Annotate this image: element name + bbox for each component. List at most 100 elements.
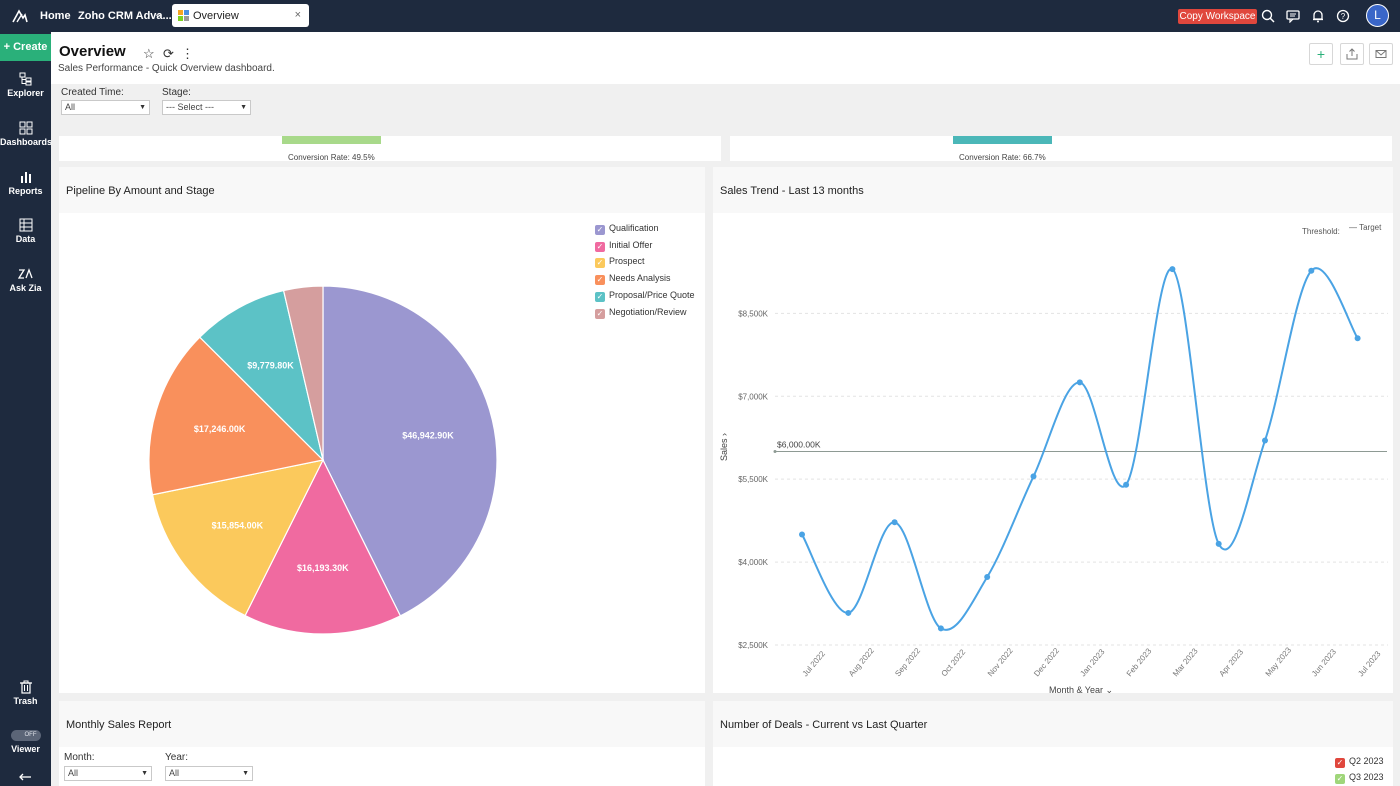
data-icon <box>19 218 32 232</box>
year-label: Year: <box>165 752 188 763</box>
pie-slice[interactable] <box>282 285 324 461</box>
data-point[interactable] <box>1262 437 1268 444</box>
sales-series-line <box>801 267 1359 631</box>
legend-item[interactable]: ✓ Proposal/Price Quote <box>595 290 695 302</box>
data-point[interactable] <box>1169 266 1176 273</box>
pie-slice[interactable] <box>151 459 325 617</box>
sidebar-item-label: Dashboards <box>0 137 53 147</box>
legend-item[interactable]: ✓ Prospect <box>595 256 645 269</box>
viewer-toggle[interactable]: OFF Viewer <box>0 730 51 754</box>
y-tick-label: $7,000K <box>738 392 768 401</box>
pie-slice-label: $46,942.90K <box>402 430 454 440</box>
data-point[interactable] <box>984 574 991 581</box>
search-icon[interactable] <box>1261 9 1275 23</box>
y-tick-label: $8,500K <box>738 309 768 318</box>
threshold-value-label: $6,000.00K <box>777 440 821 450</box>
widget-title: Monthly Sales Report <box>66 719 172 731</box>
data-point[interactable] <box>1030 473 1037 480</box>
home-link[interactable]: Home <box>40 10 71 22</box>
checkbox-icon: ✓ <box>1335 774 1345 784</box>
sidebar-item-trash[interactable]: Trash <box>0 680 51 706</box>
pipeline-widget: Pipeline By Amount and Stage ✓ Qualificat… <box>59 167 705 693</box>
x-tick-label: Jul 2023 <box>1356 649 1383 678</box>
pie-slice[interactable] <box>244 458 402 635</box>
more-options-icon[interactable]: ⋮ <box>181 46 194 61</box>
checkbox-icon: ✓ <box>595 291 605 302</box>
zoho-analytics-logo-icon[interactable] <box>11 7 29 25</box>
create-button[interactable]: + Create <box>0 34 51 61</box>
left-conversion-card: Conversion Rate: 49.5% <box>59 136 721 162</box>
export-button[interactable] <box>1340 43 1364 65</box>
pie-slice-label: $16,193.30K <box>297 563 349 573</box>
data-point[interactable] <box>1354 335 1361 342</box>
sidebar-item-explorer[interactable]: Explorer <box>0 72 51 98</box>
pie-slice[interactable] <box>322 285 498 617</box>
data-point[interactable] <box>891 519 898 526</box>
sidebar-item-reports[interactable]: Reports <box>0 170 51 196</box>
ask-zia-icon <box>17 268 33 279</box>
tab-overview[interactable]: Overview × <box>172 4 309 27</box>
legend-label: Needs Analysis <box>609 273 671 284</box>
bell-icon[interactable] <box>1311 9 1325 23</box>
sidebar-item-dashboards[interactable]: Dashboards <box>0 121 53 147</box>
viewer-label: Viewer <box>11 744 40 754</box>
data-point[interactable] <box>1076 379 1083 386</box>
pie-slice-label: $15,854.00K <box>212 521 264 531</box>
legend-item[interactable]: ✓ Qualification <box>595 223 659 235</box>
data-point[interactable] <box>845 609 852 616</box>
created-time-value: All <box>65 102 76 112</box>
collapse-sidebar-icon[interactable] <box>18 772 32 782</box>
x-tick-label: Nov 2022 <box>986 646 1015 678</box>
data-point[interactable] <box>799 531 805 538</box>
svg-text:?: ? <box>1341 12 1346 21</box>
sidebar-item-label: Ask Zia <box>9 283 42 293</box>
data-point[interactable] <box>1215 540 1222 547</box>
add-widget-button[interactable]: + <box>1309 43 1333 65</box>
copy-workspace-button[interactable]: Copy Workspace <box>1178 9 1257 24</box>
data-point[interactable] <box>937 625 944 632</box>
year-select[interactable]: All ▼ <box>165 766 253 781</box>
legend-label: Q2 2023 <box>1349 756 1384 766</box>
sidebar-item-ask-zia[interactable]: Ask Zia <box>0 267 51 293</box>
refresh-icon[interactable]: ⟳ <box>163 46 174 61</box>
legend-item-q2[interactable]: ✓ Q2 2023 <box>1335 756 1384 768</box>
legend-item[interactable]: ✓ Needs Analysis <box>595 273 671 286</box>
help-icon[interactable]: ? <box>1336 9 1350 23</box>
close-icon[interactable]: × <box>294 9 301 21</box>
legend-item-q3[interactable]: ✓ Q3 2023 <box>1335 772 1384 784</box>
conversion-rate-label: Conversion Rate: 66.7% <box>959 153 1046 162</box>
pie-slice-label: $17,246.00K <box>194 424 246 434</box>
chat-icon[interactable] <box>1286 9 1300 23</box>
workspace-menu[interactable]: Zoho CRM Adva... <box>78 10 172 22</box>
target-legend[interactable]: — Target <box>1349 223 1382 232</box>
email-button[interactable] <box>1369 43 1393 65</box>
data-point[interactable] <box>1308 267 1315 274</box>
threshold-marker <box>773 450 777 454</box>
widget-header <box>713 167 1393 213</box>
pie-slice[interactable] <box>148 336 325 496</box>
year-value: All <box>169 768 180 778</box>
dashboard-header: Overview ☆ ⟳ ⋮ Sales Performance - Quick… <box>51 32 1400 84</box>
widget-title: Sales Trend - Last 13 months <box>720 185 864 197</box>
star-icon[interactable]: ☆ <box>143 46 155 61</box>
dashboards-icon <box>19 121 32 135</box>
x-tick-label: May 2023 <box>1264 645 1294 678</box>
pie-slice[interactable] <box>198 289 325 462</box>
chevron-down-icon[interactable]: ⌄ <box>154 9 163 20</box>
filter-bar: Created Time: All ▼ Stage: --- Select ---… <box>51 84 1400 136</box>
created-time-select[interactable]: All ▼ <box>61 100 150 115</box>
legend-item[interactable]: ✓ Initial Offer <box>595 240 652 252</box>
month-select[interactable]: All ▼ <box>64 766 152 781</box>
threshold-label: Threshold: <box>1302 227 1340 236</box>
viewer-toggle-switch[interactable]: OFF <box>10 730 41 741</box>
mail-icon <box>1375 50 1387 58</box>
stage-select[interactable]: --- Select --- ▼ <box>162 100 251 115</box>
legend-label: Prospect <box>609 256 645 267</box>
legend-item[interactable]: ✓ Negotiation/Review <box>595 307 687 319</box>
data-point[interactable] <box>1123 481 1130 488</box>
month-value: All <box>68 768 79 778</box>
conversion-rate-label: Conversion Rate: 49.5% <box>288 153 375 162</box>
sidebar-item-data[interactable]: Data <box>0 218 51 244</box>
avatar[interactable]: L <box>1366 4 1389 27</box>
checkbox-icon: ✓ <box>1335 758 1345 768</box>
